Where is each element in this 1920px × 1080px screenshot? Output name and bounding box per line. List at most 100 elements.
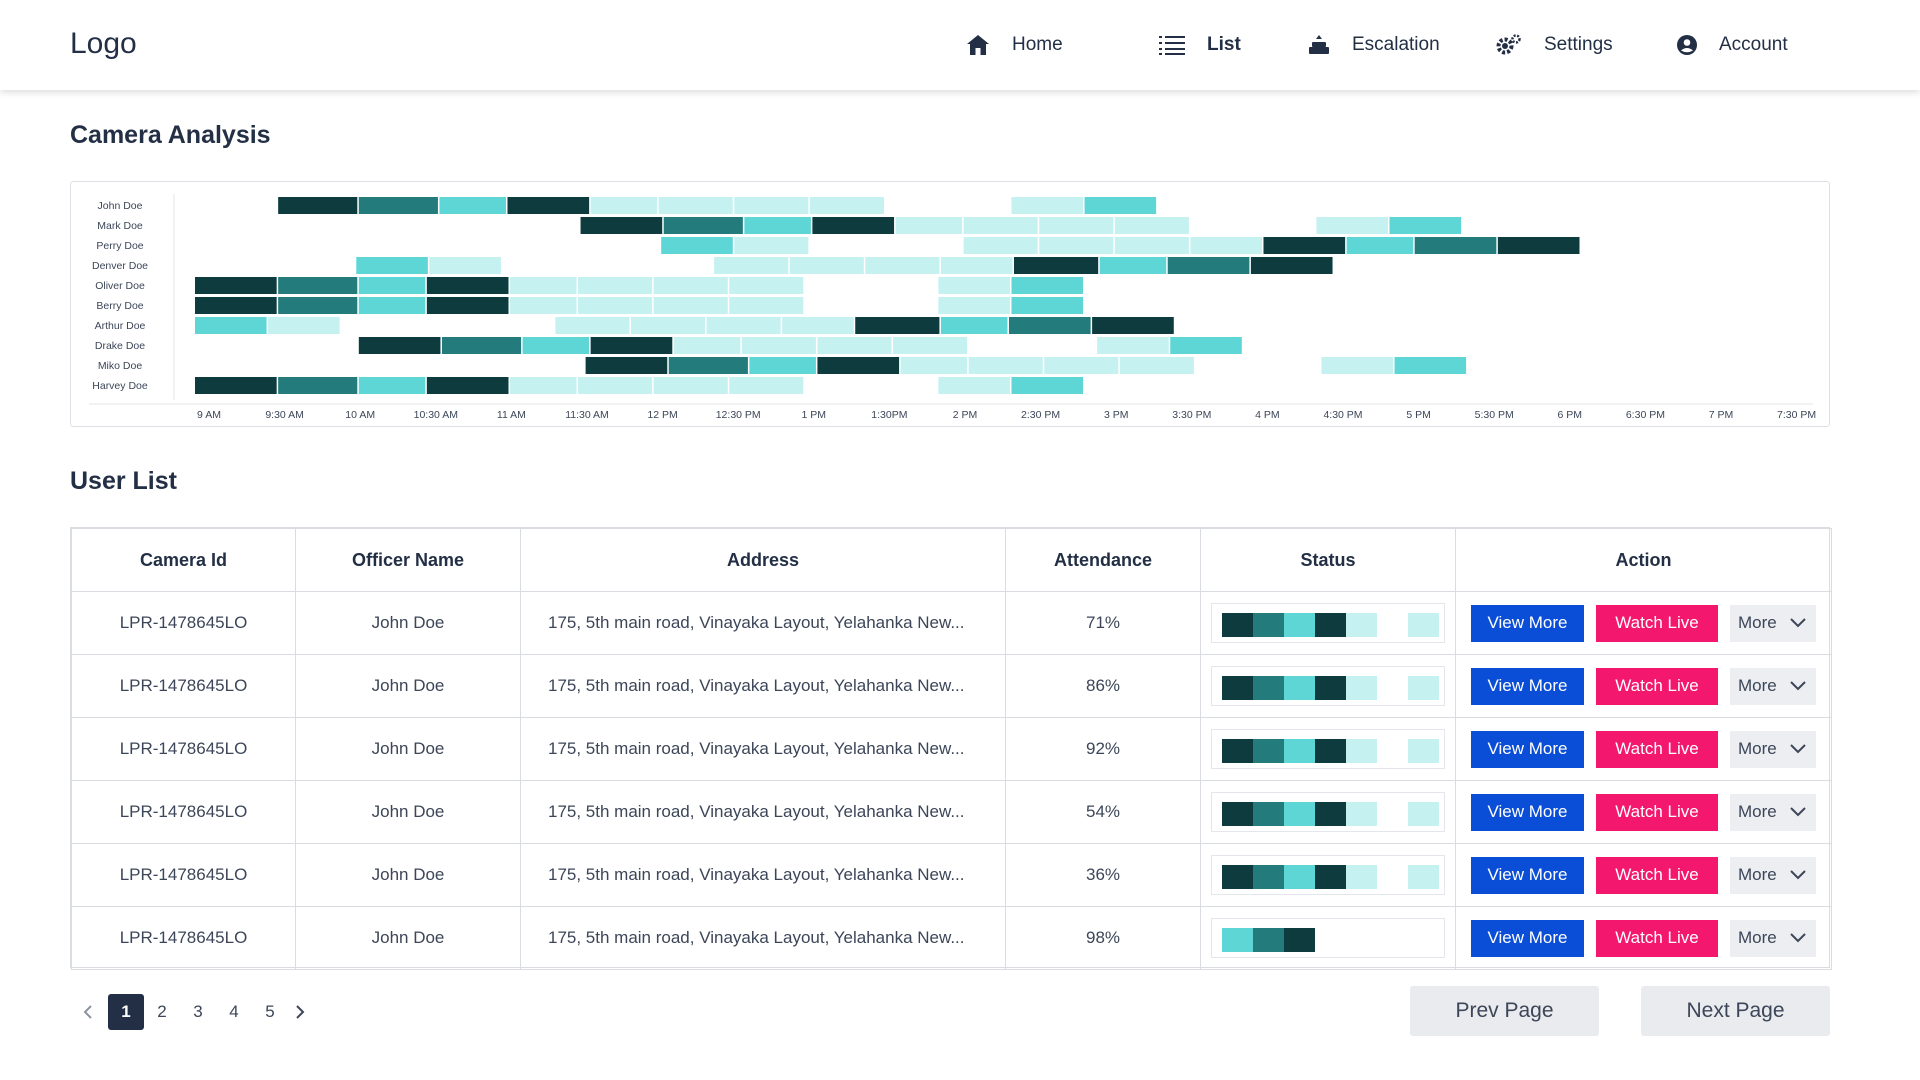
page-3[interactable]: 3 <box>193 1002 203 1021</box>
more-dropdown[interactable]: More <box>1730 730 1816 768</box>
more-dropdown[interactable]: More <box>1730 919 1816 957</box>
timeline-cell <box>278 197 358 214</box>
status-segment <box>1253 613 1284 637</box>
row-label: Arthur Doe <box>95 320 146 332</box>
row-label: Oliver Doe <box>95 280 145 292</box>
status-segment <box>1284 802 1315 826</box>
logo[interactable]: Logo <box>70 27 137 60</box>
nav-item-account[interactable]: Account <box>1677 0 1788 90</box>
page-4[interactable]: 4 <box>229 1002 239 1021</box>
view-more-button[interactable]: View More <box>1471 856 1584 894</box>
column-header-officer-name: Officer Name <box>295 528 521 592</box>
status-timeline-bar <box>1211 855 1445 895</box>
x-tick-label: 2:30 PM <box>1021 409 1060 421</box>
x-tick-label: 12:30 PM <box>716 409 761 421</box>
cell-camera-id: LPR-1478645LO <box>71 906 296 970</box>
timeline-cell <box>555 317 630 334</box>
timeline-cell <box>789 257 864 274</box>
status-segment <box>1346 739 1377 763</box>
cell-officer-name: John Doe <box>295 591 521 655</box>
page-5[interactable]: 5 <box>265 1002 275 1021</box>
x-tick-label: 3:30 PM <box>1172 409 1211 421</box>
timeline-cell <box>278 277 358 294</box>
table-row: LPR-1478645LO John Doe 175, 5th main road,… <box>71 717 1832 781</box>
nav-label-escalation: Escalation <box>1352 34 1440 55</box>
watch-live-button[interactable]: Watch Live <box>1596 856 1718 894</box>
timeline-cell <box>817 357 900 374</box>
watch-live-button[interactable]: Watch Live <box>1596 667 1718 705</box>
status-segment <box>1408 802 1439 826</box>
cell-address: 175, 5th main road, Vinayaka Layout, Yel… <box>520 843 1006 907</box>
timeline-cell <box>1190 237 1262 254</box>
more-dropdown[interactable]: More <box>1730 793 1816 831</box>
more-label: More <box>1738 739 1777 758</box>
timeline-cell <box>1170 337 1242 354</box>
x-tick-label: 9:30 AM <box>265 409 304 421</box>
cell-address: 175, 5th main road, Vinayaka Layout, Yel… <box>520 780 1006 844</box>
status-segment <box>1222 676 1253 700</box>
nav-label-settings: Settings <box>1544 34 1613 55</box>
more-label: More <box>1738 676 1777 695</box>
watch-live-button[interactable]: Watch Live <box>1596 604 1718 642</box>
watch-live-button[interactable]: Watch Live <box>1596 919 1718 957</box>
watch-live-button[interactable]: Watch Live <box>1596 730 1718 768</box>
camera-analysis-title: Camera Analysis <box>70 121 271 149</box>
nav-item-escalation[interactable]: Escalation <box>1308 0 1440 90</box>
status-segment <box>1315 865 1346 889</box>
timeline-cell <box>1263 237 1346 254</box>
prev-page-button[interactable]: Prev Page <box>1410 986 1599 1036</box>
status-segment <box>1315 802 1346 826</box>
view-more-button[interactable]: View More <box>1471 667 1584 705</box>
timeline-cell <box>734 197 809 214</box>
nav-item-home[interactable]: Home <box>966 0 1063 90</box>
timeline-cell <box>729 377 804 394</box>
page-2[interactable]: 2 <box>157 1002 167 1021</box>
more-dropdown[interactable]: More <box>1730 856 1816 894</box>
timeline-cell <box>729 297 804 314</box>
next-page-button[interactable]: Next Page <box>1641 986 1830 1036</box>
view-more-button[interactable]: View More <box>1471 919 1584 957</box>
cell-address: 175, 5th main road, Vinayaka Layout, Yel… <box>520 591 1006 655</box>
x-tick-label: 6:30 PM <box>1626 409 1665 421</box>
view-more-button[interactable]: View More <box>1471 730 1584 768</box>
view-more-button[interactable]: View More <box>1471 793 1584 831</box>
timeline-cell <box>938 277 1010 294</box>
status-segment <box>1222 802 1253 826</box>
timeline-cell <box>1316 217 1388 234</box>
timeline-cell <box>749 357 816 374</box>
chevron-down-icon <box>1790 807 1806 817</box>
status-timeline-bar <box>1211 918 1445 958</box>
timeline-cell <box>1011 297 1084 314</box>
status-segment <box>1315 676 1346 700</box>
nav-item-settings[interactable]: Settings <box>1495 0 1613 90</box>
row-label: Harvey Doe <box>92 380 148 392</box>
timeline-cell <box>706 317 781 334</box>
column-header-address: Address <box>520 528 1006 592</box>
timeline-cell <box>195 377 277 394</box>
timeline-cell <box>580 217 663 234</box>
pagination-next-arrow[interactable] <box>288 994 312 1030</box>
timeline-cell <box>940 257 1013 274</box>
timeline-cell <box>1250 257 1333 274</box>
status-timeline-bar <box>1211 666 1445 706</box>
column-header-attendance: Attendance <box>1005 528 1201 592</box>
x-tick-label: 10 AM <box>345 409 375 421</box>
more-dropdown[interactable]: More <box>1730 604 1816 642</box>
page-1[interactable]: 1 <box>108 994 144 1030</box>
nav-item-list[interactable]: List <box>1159 0 1241 90</box>
timeline-cell <box>809 197 884 214</box>
view-more-button[interactable]: View More <box>1471 604 1584 642</box>
pagination-prev-arrow[interactable] <box>76 994 100 1030</box>
more-dropdown[interactable]: More <box>1730 667 1816 705</box>
timeline-cell <box>578 297 653 314</box>
timeline-cell <box>1321 357 1394 374</box>
timeline-cell <box>1346 237 1414 254</box>
status-segment <box>1222 928 1253 952</box>
row-label: Berry Doe <box>96 300 143 312</box>
column-header-camera-id: Camera Id <box>71 528 296 592</box>
status-segment <box>1284 676 1315 700</box>
status-segment <box>1408 739 1439 763</box>
watch-live-button[interactable]: Watch Live <box>1596 793 1718 831</box>
table-header-row: Camera Id Officer Name Address Attendanc… <box>71 528 1832 592</box>
row-label: Mark Doe <box>97 220 143 232</box>
